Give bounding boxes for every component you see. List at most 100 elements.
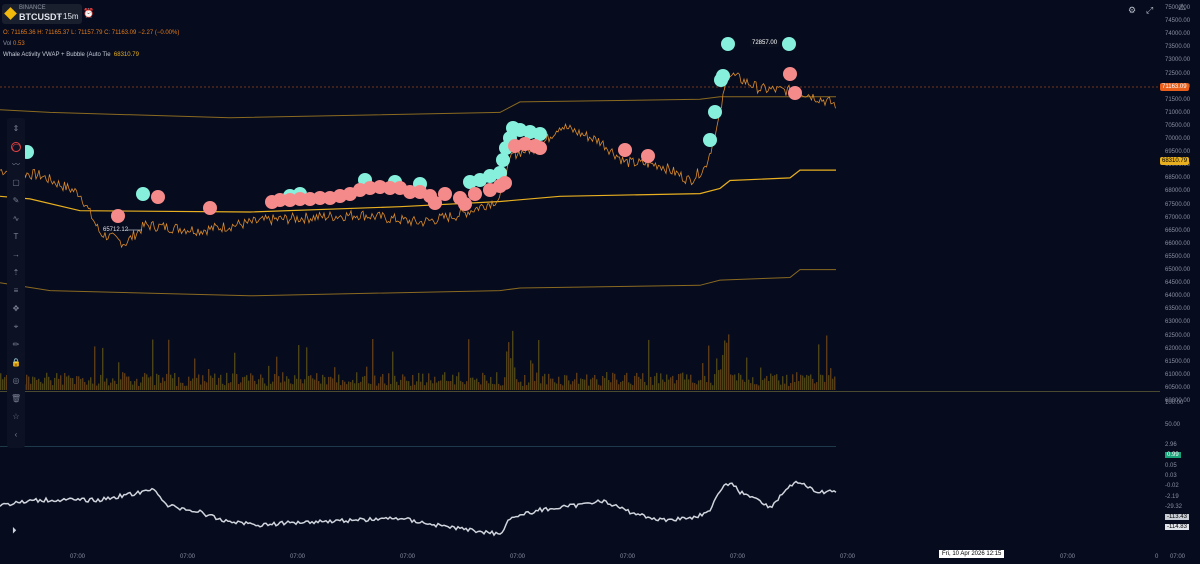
whale-bubble: [136, 187, 150, 201]
volume-bar: [144, 372, 146, 390]
volume-bar: [596, 379, 598, 390]
collapse-icon[interactable]: ‹: [14, 430, 18, 439]
volume-bar: [150, 376, 152, 390]
indicator-legend[interactable]: Whale Activity VWAP + Bubble (Auto Tie 6…: [3, 52, 139, 58]
volume-bar: [488, 383, 490, 390]
volume-bar: [758, 385, 760, 390]
volume-bar: [546, 384, 548, 390]
volume-bar: [756, 384, 758, 390]
pin-icon[interactable]: ⇕: [12, 124, 20, 133]
trend-line-icon[interactable]: 〰: [12, 160, 20, 169]
symbol-selector[interactable]: BINANCE BTCUSDT • 15m: [2, 4, 82, 24]
price-series: [0, 72, 836, 249]
volume-bar: [40, 381, 42, 390]
whale-bubble: [273, 193, 287, 207]
volume-bar: [518, 382, 520, 390]
volume-bar: [86, 384, 88, 390]
time-axis-label: 07:00: [1060, 554, 1076, 560]
price-axis-label: 73000.00: [1165, 57, 1191, 64]
volume-bar: [440, 380, 442, 390]
volume-bar: [382, 374, 384, 390]
volume-bar: [604, 378, 606, 390]
vwap-line: [0, 169, 836, 213]
volume-bar: [540, 383, 542, 390]
whale-bubble: [203, 201, 217, 215]
whale-bubble: [641, 149, 655, 163]
volume-bar: [34, 377, 36, 390]
price-axis-label: 62500.00: [1165, 332, 1191, 339]
price-axis-label: 73500.00: [1165, 44, 1191, 51]
volume-bar: [306, 347, 308, 390]
volume-bar: [0, 373, 2, 390]
pane2-axis-label: 100.00: [1165, 400, 1184, 406]
volume-bar: [474, 379, 476, 390]
volume-bar: [534, 380, 536, 390]
volume-bar: [732, 375, 734, 390]
pencil-icon[interactable]: ✏: [12, 340, 20, 349]
volume-bar: [198, 374, 200, 390]
volume-bar: [406, 380, 408, 390]
time-axis-label: 07:00: [290, 554, 306, 560]
volume-bar: [434, 376, 436, 390]
fib-icon[interactable]: ≡: [13, 286, 19, 295]
whale-bubble: [703, 133, 717, 147]
star-icon[interactable]: ☆: [12, 412, 20, 421]
whale-bubble: [498, 176, 512, 190]
trash-icon[interactable]: 🗑: [11, 394, 22, 403]
volume-bar: [210, 375, 212, 390]
volume-bar: [298, 345, 300, 390]
settings-icon[interactable]: ⚙: [1128, 5, 1137, 15]
replay-icon[interactable]: ⏵: [12, 525, 17, 535]
volume-bar: [140, 382, 142, 390]
volume-bar: [72, 378, 74, 390]
volume-bar: [142, 376, 144, 390]
volume-bar: [412, 374, 414, 390]
expand-icon[interactable]: ⤢: [1146, 5, 1154, 15]
volume-bar: [742, 379, 744, 390]
volume-bar: [104, 381, 106, 390]
volume-bar: [652, 384, 654, 390]
vwap-price-tag: 68310.79: [1160, 157, 1190, 165]
volume-bar: [516, 379, 518, 390]
pattern-icon[interactable]: ∿: [12, 214, 20, 223]
volume-bar: [134, 381, 136, 390]
volume-bar: [744, 381, 746, 390]
volume-bar: [74, 384, 76, 390]
ruler-icon[interactable]: ⌖: [13, 322, 19, 331]
move-icon[interactable]: ✥: [12, 304, 20, 313]
volume-bar: [246, 375, 248, 390]
price-axis-label: 61000.00: [1165, 371, 1191, 378]
volume-bar: [816, 382, 818, 390]
volume-bar: [78, 376, 80, 390]
rectangle-icon[interactable]: ▢: [12, 178, 20, 187]
volume-bar: [828, 375, 830, 390]
volume-bar: [722, 354, 724, 390]
measure-icon[interactable]: ⇡: [12, 268, 20, 277]
volume-bar: [252, 375, 254, 390]
time-axis-label: 07:00: [180, 554, 196, 560]
cursor-icon[interactable]: ◯: [11, 142, 21, 152]
volume-bar: [502, 385, 504, 390]
volume-bar: [460, 380, 462, 390]
alert-bell-icon[interactable]: ⚠: [1178, 2, 1187, 12]
eye-icon[interactable]: ◎: [12, 376, 20, 385]
volume-bar: [716, 358, 718, 390]
alert-icon[interactable]: ⏰: [83, 8, 95, 18]
volume-bar: [536, 372, 538, 390]
lock-icon[interactable]: 🔒: [11, 358, 21, 367]
volume-bar: [580, 378, 582, 390]
volume-bar: [688, 379, 690, 390]
volume-bar: [234, 352, 236, 390]
volume-bar: [4, 377, 6, 390]
arrow-icon[interactable]: →: [12, 250, 20, 259]
brush-icon[interactable]: ✎: [12, 196, 20, 205]
volume-bar: [250, 373, 252, 390]
volume-bar: [274, 374, 276, 390]
text-icon[interactable]: T: [13, 232, 19, 241]
volume-bar: [88, 380, 90, 390]
volume-bar: [530, 360, 532, 390]
whale-bubble: [533, 127, 547, 141]
timeframe-label[interactable]: • 15m: [58, 12, 79, 21]
volume-bar: [682, 372, 684, 390]
